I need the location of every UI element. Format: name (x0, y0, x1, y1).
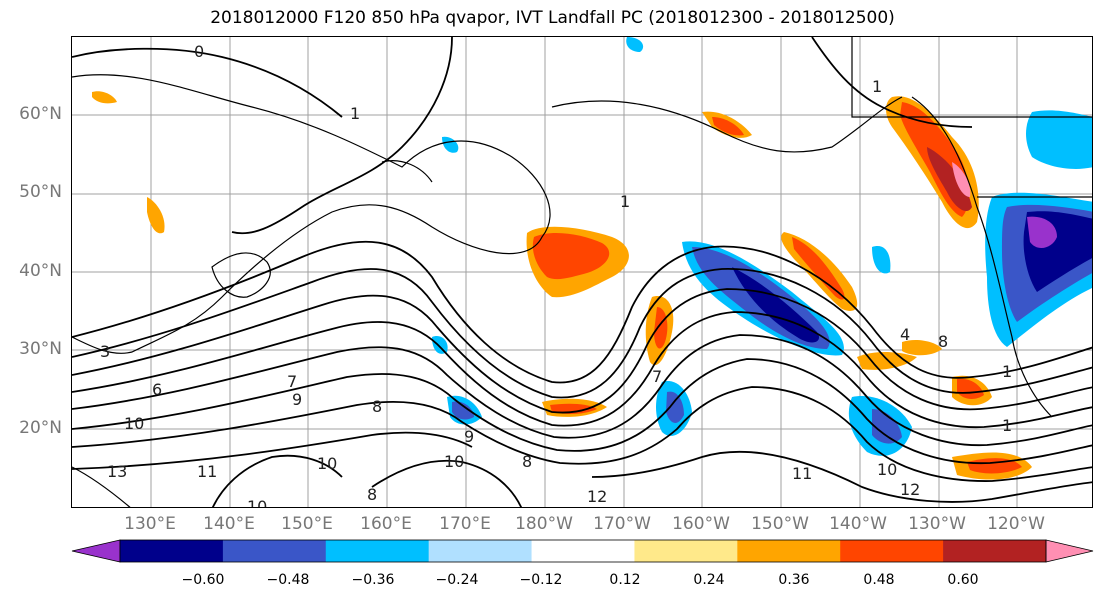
contour-label: 9 (464, 427, 474, 446)
colorbar-cell (325, 540, 430, 562)
colorbar-cell (428, 540, 533, 562)
lon-label-120w: 120°W (987, 514, 1045, 534)
contour-label: 1 (350, 104, 360, 123)
contour-label: 13 (107, 462, 127, 481)
contour-label: 8 (938, 332, 948, 351)
lat-label-40n: 40°N (19, 261, 62, 281)
colorbar-cell (840, 540, 944, 562)
colorbar-cell (737, 540, 841, 562)
contour-label: 10 (877, 460, 897, 479)
contour-label: 10 (247, 497, 267, 508)
contour-label: 12 (587, 487, 607, 506)
lat-label-30n: 30°N (19, 339, 62, 359)
lon-label-130e: 130°E (124, 514, 176, 534)
colorbar-tick: 0.12 (609, 572, 641, 588)
contour-label: 9 (292, 390, 302, 409)
contour-label: 4 (900, 325, 910, 344)
colorbar-cell (943, 540, 1047, 562)
contour-label: 11 (197, 462, 217, 481)
contour-label: 12 (900, 480, 920, 499)
contour-label: 1 (1002, 416, 1012, 435)
colorbar-cell (120, 540, 224, 562)
map-plot: 0 1 1 1 3 6 7 9 10 10 10 11 13 8 9 10 8 … (72, 37, 1092, 508)
colorbar-tick: 0.48 (863, 572, 895, 588)
colorbar-tick: −0.48 (266, 572, 310, 588)
lat-label-60n: 60°N (19, 104, 62, 124)
lon-label-130w: 130°W (908, 514, 966, 534)
contour-label: 8 (367, 485, 377, 504)
colorbar-tick: −0.12 (519, 572, 563, 588)
contour-label: 10 (124, 414, 144, 433)
colorbar-tick: −0.60 (181, 572, 225, 588)
contour-label: 10 (317, 454, 337, 473)
figure-title: 2018012000 F120 850 hPa qvapor, IVT Land… (210, 8, 895, 28)
contour-label: 7 (652, 367, 662, 386)
contour-label: 11 (792, 464, 812, 483)
colorbar-outline (119, 539, 1047, 563)
contour-label: 6 (152, 380, 162, 399)
lon-label-180w: 180°W (515, 514, 573, 534)
lon-label-140e: 140°E (203, 514, 255, 534)
colorbar-tick: 0.24 (693, 572, 725, 588)
contour-label: 1 (1002, 362, 1012, 381)
colorbar-cell (634, 540, 738, 562)
colorbar-cell (531, 540, 635, 562)
contour-label: 7 (287, 372, 297, 391)
lon-label-170e: 170°E (439, 514, 491, 534)
coastlines (72, 37, 1092, 507)
map-panel: 0 1 1 1 3 6 7 9 10 10 10 11 13 8 9 10 8 … (71, 36, 1093, 508)
contour-label: 0 (194, 42, 204, 61)
contour-label: 8 (372, 397, 382, 416)
colorbar-tick: −0.36 (351, 572, 395, 588)
contour-labels: 0 1 1 1 3 6 7 9 10 10 10 11 13 8 9 10 8 … (100, 42, 1012, 508)
colorbar-cells (71, 539, 1094, 563)
colorbar-tick: 0.60 (947, 572, 979, 588)
ivt-contours (72, 37, 1092, 507)
lat-label-50n: 50°N (19, 182, 62, 202)
colorbar-cell (222, 540, 327, 562)
lon-label-150w: 150°W (751, 514, 809, 534)
lon-label-160e: 160°E (360, 514, 412, 534)
lat-label-20n: 20°N (19, 418, 62, 438)
contour-label: 10 (444, 452, 464, 471)
lon-label-170w: 170°W (593, 514, 651, 534)
contour-label: 3 (100, 342, 110, 361)
lon-label-150e: 150°E (281, 514, 333, 534)
colorbar-extend-max (1045, 539, 1094, 563)
contour-label: 8 (522, 452, 532, 471)
contour-label: 1 (620, 192, 630, 211)
contour-label: 1 (872, 77, 882, 96)
colorbar-extend-min (71, 539, 121, 563)
qvapor-anomaly-fills (92, 37, 1092, 480)
colorbar (71, 539, 1094, 563)
colorbar-tick: −0.24 (435, 572, 479, 588)
lon-label-140w: 140°W (829, 514, 887, 534)
colorbar-tick: 0.36 (778, 572, 810, 588)
lon-label-160w: 160°W (672, 514, 730, 534)
